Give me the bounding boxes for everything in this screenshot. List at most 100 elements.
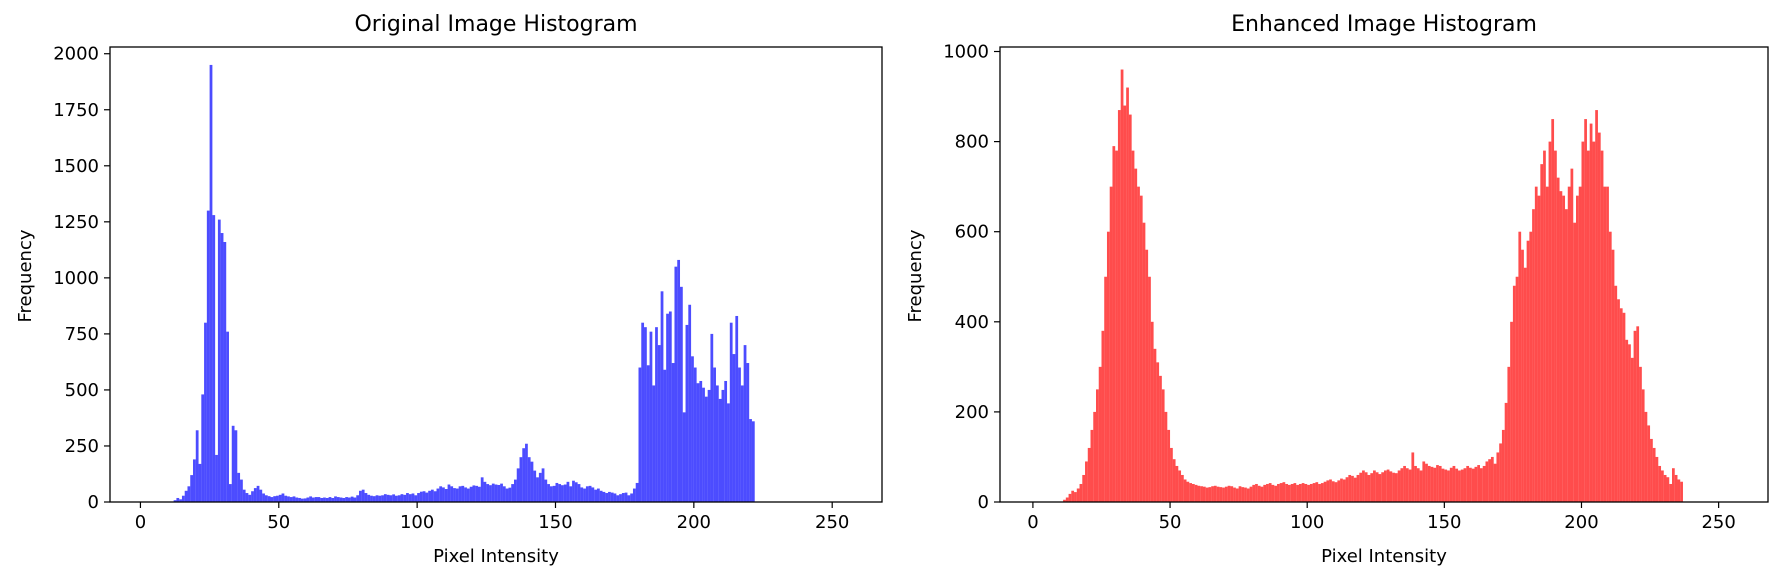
histogram-bar [314, 497, 318, 502]
histogram-bar [276, 495, 279, 502]
histogram-bar [1329, 479, 1332, 502]
y-tick-label: 250 [65, 436, 99, 457]
histogram-bar [1277, 483, 1280, 502]
histogram-bar [500, 483, 503, 502]
histogram-bar [375, 495, 379, 502]
histogram-bar [1567, 186, 1571, 502]
histogram-bar [417, 493, 420, 502]
x-tick-label: 200 [677, 512, 711, 533]
histogram-bar [1490, 456, 1494, 502]
histogram-bar [1076, 488, 1080, 502]
x-tick-label: 0 [135, 512, 146, 533]
histogram-bar [1142, 222, 1146, 502]
histogram-bar [240, 479, 243, 502]
histogram-bar [621, 493, 625, 502]
histogram-bar [1400, 468, 1404, 502]
histogram-bar [1192, 483, 1195, 502]
histogram-bar [1633, 330, 1637, 502]
histogram-bar [1408, 469, 1412, 502]
x-tick-label: 250 [815, 512, 849, 533]
histogram-bar [1213, 485, 1217, 502]
histogram-bar [1647, 425, 1651, 502]
x-axis-ticks: 0 50 100 150 200 250 [1027, 502, 1736, 533]
histogram-bar [599, 490, 603, 502]
histogram-bar [1244, 487, 1247, 502]
histogram-bar [1636, 326, 1640, 502]
histogram-bar [220, 233, 224, 502]
histogram-bar [1216, 486, 1220, 502]
histogram-bar [475, 485, 479, 502]
histogram-bar [381, 495, 384, 502]
histogram-bar [386, 494, 390, 502]
histogram-bar [1499, 443, 1502, 502]
histogram-bar [472, 485, 476, 502]
histogram-bar [605, 493, 609, 502]
histogram-bar [1109, 186, 1113, 502]
histogram-bar [1093, 411, 1096, 502]
histogram-bar [632, 488, 636, 502]
histogram-bar [1362, 470, 1365, 502]
histogram-bar [1189, 483, 1192, 502]
histogram-bar [638, 367, 642, 502]
histogram-bar [657, 345, 661, 502]
y-axis-ticks: 0 200 400 600 800 1000 [943, 42, 1000, 513]
histogram-bar [1271, 484, 1275, 502]
histogram-bar [226, 331, 229, 502]
histogram-bars [1063, 69, 1683, 503]
histogram-bar [680, 286, 683, 502]
histogram-bar [624, 492, 628, 502]
histogram-bar [1098, 366, 1102, 502]
histogram-bar [1545, 186, 1549, 502]
histogram-bar [433, 491, 437, 502]
histogram-bar [1246, 488, 1250, 502]
histogram-bar [696, 383, 700, 502]
histogram-bar [378, 495, 382, 502]
histogram-bar [1090, 429, 1094, 502]
histogram-bar [1403, 465, 1406, 502]
histogram-bar [530, 461, 534, 502]
x-tick-label: 50 [1159, 512, 1182, 533]
histogram-bar [1471, 468, 1475, 502]
histogram-bar [1170, 447, 1173, 502]
histogram-bar [361, 489, 365, 502]
histogram-bar [594, 489, 597, 502]
histogram-bar [1608, 231, 1612, 502]
histogram-bar [1469, 467, 1472, 502]
histogram-bar [1353, 477, 1357, 502]
histogram-bar [408, 494, 412, 502]
histogram-bar [702, 387, 705, 502]
y-tick-label: 1000 [53, 268, 99, 289]
histogram-bar [278, 494, 282, 502]
histogram-bar [223, 242, 227, 502]
histogram-bar [1202, 486, 1206, 502]
histogram-bar [685, 324, 689, 502]
histogram-bar [666, 313, 669, 502]
x-tick-label: 200 [1564, 512, 1598, 533]
histogram-bar [1559, 191, 1563, 502]
histogram-bar [646, 365, 650, 502]
histogram-bar [1405, 468, 1409, 502]
histogram-bar [1578, 186, 1582, 502]
histogram-bar [1515, 276, 1519, 502]
histogram-bar [1532, 209, 1535, 502]
histogram-bar [334, 496, 337, 502]
histogram-bar [1183, 479, 1187, 502]
histogram-bar [1082, 474, 1086, 502]
histogram-bar [1556, 177, 1560, 502]
histogram-bar [597, 488, 600, 502]
y-tick-label: 0 [88, 492, 99, 513]
histogram-bar [1554, 150, 1557, 503]
histogram-bar [1296, 484, 1299, 502]
histogram-bar [201, 394, 205, 502]
histogram-bar [663, 369, 667, 502]
histogram-bar [1120, 69, 1124, 503]
histogram-bar [430, 489, 434, 502]
histogram-bar [425, 492, 429, 502]
histogram-bar [1422, 461, 1426, 502]
histogram-bar [1652, 447, 1656, 502]
histogram-bar [242, 489, 246, 502]
histogram-bar [1622, 312, 1626, 502]
histogram-bar [1181, 474, 1184, 502]
histogram-bar [671, 363, 675, 502]
histogram-bar [289, 497, 293, 502]
